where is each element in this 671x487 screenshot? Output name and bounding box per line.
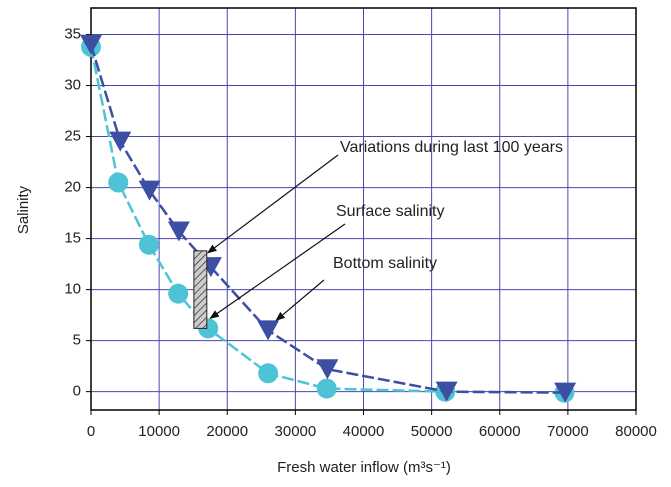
annotation: Bottom salinity	[333, 255, 437, 272]
y-axis-label: Salinity	[15, 185, 32, 234]
point	[167, 221, 190, 242]
x-tick-label: 80000	[615, 423, 657, 440]
x-tick-label: 10000	[138, 423, 180, 440]
x-tick-label: 30000	[275, 423, 317, 440]
y-tick-label: 5	[73, 332, 81, 349]
y-tick-label: 30	[64, 77, 81, 94]
x-tick-label: 20000	[206, 423, 248, 440]
point	[109, 131, 132, 152]
range-bar	[193, 250, 208, 329]
point	[108, 172, 129, 193]
arrow	[207, 154, 339, 254]
y-tick-label: 25	[64, 128, 81, 145]
y-tick-label: 35	[64, 25, 81, 42]
arrow	[209, 223, 346, 319]
arrow	[275, 279, 325, 322]
point	[80, 34, 102, 55]
point	[316, 359, 339, 380]
point	[316, 378, 337, 399]
point	[554, 382, 577, 403]
x-axis-label: Fresh water inflow (m³s⁻¹)	[277, 459, 451, 476]
point	[168, 283, 189, 304]
annotation: Surface salinity	[336, 203, 445, 220]
x-tick-label: 70000	[547, 423, 589, 440]
point	[138, 234, 159, 255]
annotation: Variations during last 100 years	[340, 139, 563, 156]
y-tick-label: 0	[73, 383, 81, 400]
y-tick-label: 15	[64, 230, 81, 247]
point	[258, 363, 279, 384]
point	[138, 180, 161, 201]
y-tick-label: 20	[64, 179, 81, 196]
x-tick-label: 0	[87, 423, 95, 440]
plot-frame	[90, 7, 637, 411]
point	[435, 381, 458, 402]
x-tick-label: 40000	[343, 423, 385, 440]
x-tick-label: 50000	[411, 423, 453, 440]
x-tick-label: 60000	[479, 423, 521, 440]
y-tick-label: 10	[64, 281, 81, 298]
point	[257, 320, 280, 341]
